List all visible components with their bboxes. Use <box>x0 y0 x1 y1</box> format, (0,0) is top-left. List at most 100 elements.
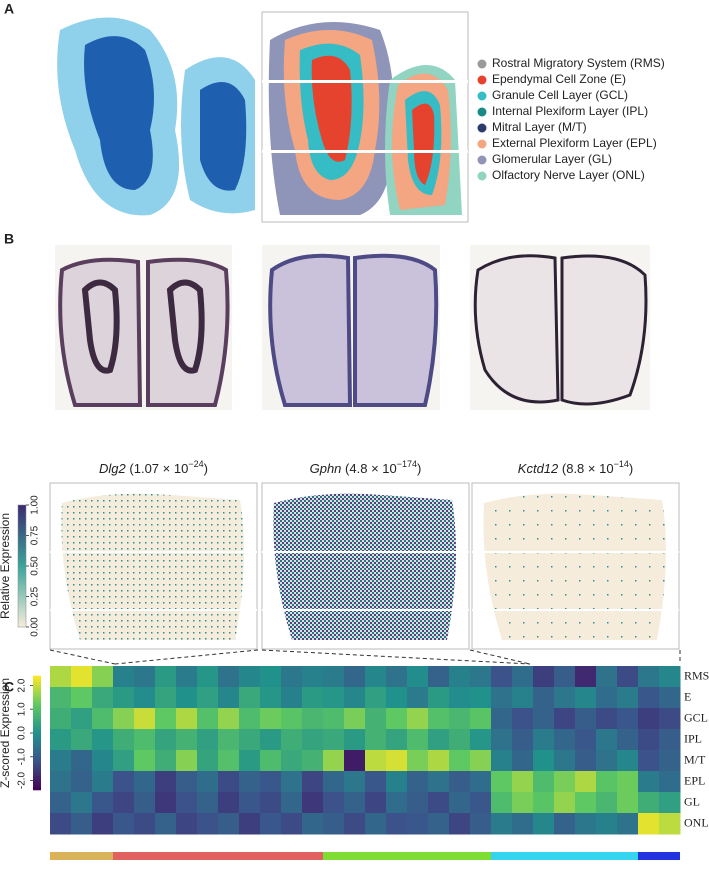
panel-label: A <box>4 1 14 17</box>
heat-cell <box>323 792 345 814</box>
heat-cell <box>596 792 618 814</box>
colorbar-title: Z-scored Expression <box>0 678 12 788</box>
heat-cell <box>260 729 282 751</box>
heat-cell <box>638 687 660 709</box>
heat-cell <box>197 729 219 751</box>
heat-cell <box>638 771 660 793</box>
colorbar-segment <box>33 784 41 788</box>
scan-gap <box>50 551 257 553</box>
colorbar-segment <box>33 764 41 768</box>
heat-cell <box>50 792 72 814</box>
colorbar-segment <box>33 761 41 765</box>
heat-cell <box>407 666 429 688</box>
heat-cell <box>113 708 135 730</box>
heat-cell <box>323 666 345 688</box>
heat-cell <box>365 687 387 709</box>
heat-cell <box>512 750 534 772</box>
legend-swatch <box>477 75 487 85</box>
heat-cell <box>533 813 555 835</box>
group-bar <box>113 852 323 860</box>
heat-cell <box>71 813 93 835</box>
heat-cell <box>302 792 324 814</box>
colorbar-segment <box>33 786 41 791</box>
heat-cell <box>155 708 177 730</box>
colorbar-tick-label: 0.25 <box>30 586 41 606</box>
row-label: IPL <box>684 731 702 745</box>
heat-cell <box>197 666 219 688</box>
title-part: −174 <box>397 459 417 469</box>
heat-cell <box>449 708 471 730</box>
heat-cell <box>218 729 240 751</box>
heat-cell <box>134 708 156 730</box>
legend-swatch <box>477 171 487 181</box>
group-bar <box>491 852 638 860</box>
heat-cell <box>428 771 450 793</box>
heat-cell <box>323 750 345 772</box>
legend-swatch <box>477 59 487 69</box>
heat-cell <box>323 708 345 730</box>
heat-cell <box>176 708 198 730</box>
title-part: −24 <box>188 459 203 469</box>
heat-cell <box>344 666 366 688</box>
heat-cell <box>659 771 681 793</box>
heat-cell <box>218 792 240 814</box>
heat-cell <box>176 813 198 835</box>
scan-gap <box>472 551 679 553</box>
legend-label: Glomerular Layer (GL) <box>492 152 612 166</box>
colorbar-segment <box>33 727 41 731</box>
heat-cell <box>596 708 618 730</box>
heat-cell <box>323 771 345 793</box>
heat-cell <box>323 729 345 751</box>
colorbar-tick-label: -2.0 <box>17 771 28 789</box>
heat-cell <box>365 750 387 772</box>
heat-cell <box>617 666 639 688</box>
heat-cell <box>365 729 387 751</box>
heat-cell <box>554 813 576 835</box>
legend-swatch <box>477 91 487 101</box>
row-label: M/T <box>684 752 706 766</box>
title-part: ( <box>126 461 135 476</box>
heat-cell <box>281 729 303 751</box>
heat-cell <box>533 750 555 772</box>
heat-cell <box>554 708 576 730</box>
heat-cell <box>302 771 324 793</box>
legend-label: Internal Plexiform Layer (IPL) <box>492 104 648 118</box>
scan-gap <box>262 551 469 553</box>
heat-cell <box>617 708 639 730</box>
colorbar-segment <box>33 724 41 728</box>
colorbar-segment <box>33 675 41 680</box>
heatmap: RMS E GCL IPL M/T EPL GL ONL 2.0 1.0 0.0 -1.0 -2.0 <box>17 666 709 860</box>
colorbar-title: Relative Expression <box>0 513 12 619</box>
heat-cell <box>92 750 114 772</box>
heat-cell <box>533 771 555 793</box>
heat-cell <box>260 813 282 835</box>
heat-cell <box>176 792 198 814</box>
heat-cell <box>596 813 618 835</box>
colorbar-tick-label: 1.00 <box>30 495 41 515</box>
colorbar-segment <box>33 684 41 688</box>
colorbar-segment <box>33 744 41 748</box>
heat-cell <box>596 750 618 772</box>
heat-cell <box>449 729 471 751</box>
legend-swatch <box>477 123 487 133</box>
heat-cell <box>449 771 471 793</box>
colorbar-segment <box>33 749 41 754</box>
colorbar-segment <box>33 775 41 779</box>
colorbar-segment <box>33 704 41 708</box>
heat-cell <box>92 792 114 814</box>
title-part: ( <box>558 461 567 476</box>
heat-cell <box>575 792 597 814</box>
heat-cell <box>386 771 408 793</box>
heat-cell <box>218 813 240 835</box>
heat-cell <box>659 750 681 772</box>
heat-cell <box>596 687 618 709</box>
title-part: ( <box>341 461 350 476</box>
heat-cell <box>470 687 492 709</box>
heat-cell <box>113 666 135 688</box>
heat-cell <box>386 813 408 835</box>
heat-cell <box>71 666 93 688</box>
heat-cell <box>218 750 240 772</box>
heat-cell <box>302 729 324 751</box>
heat-cell <box>71 729 93 751</box>
